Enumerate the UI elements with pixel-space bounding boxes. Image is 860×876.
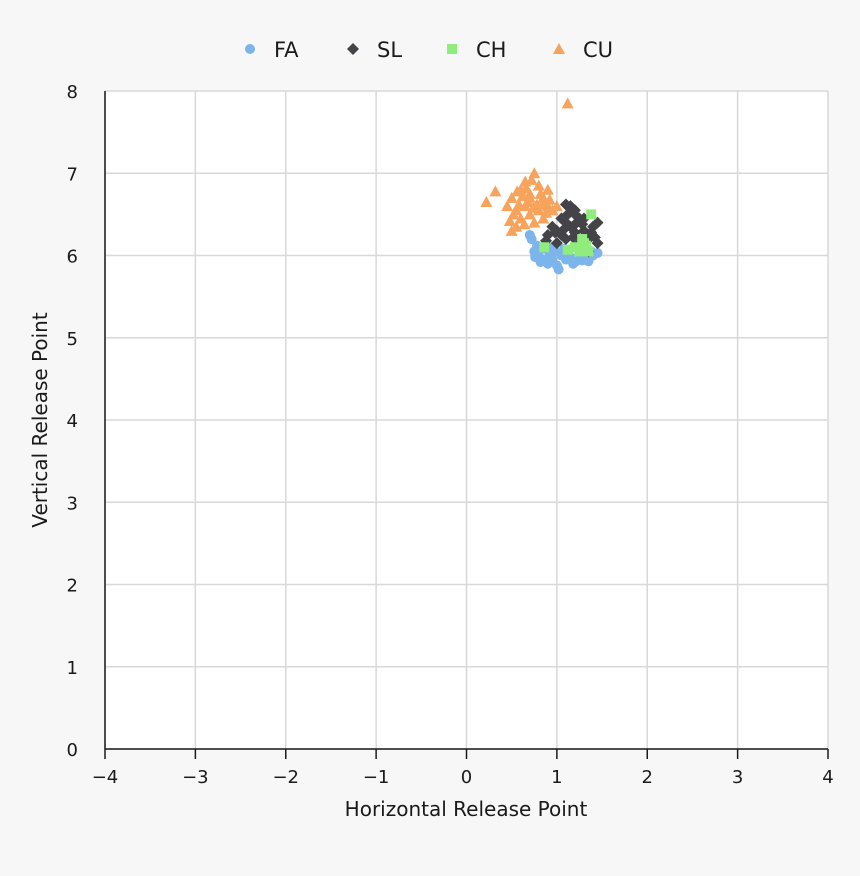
x-tick-label: −4 — [92, 767, 119, 788]
data-points — [480, 97, 604, 275]
data-point-fa — [530, 252, 541, 263]
data-point-fa — [553, 264, 564, 275]
data-point-sl — [561, 208, 574, 221]
x-tick-label: 1 — [551, 767, 562, 788]
y-tick-label: 3 — [67, 493, 78, 514]
data-point-sl — [588, 231, 601, 244]
data-point-ch — [574, 246, 585, 257]
series-cu — [480, 97, 574, 236]
data-point-sl — [570, 216, 583, 229]
legend-symbol-sl — [347, 43, 359, 55]
x-tick-label: 4 — [822, 767, 833, 788]
data-point-cu — [527, 201, 540, 213]
legend[interactable]: FA SL CH CU — [245, 38, 613, 62]
x-axis-title: Horizontal Release Point — [345, 797, 588, 821]
data-point-cu — [561, 97, 574, 109]
legend-item-cu[interactable]: CU — [553, 38, 613, 62]
data-point-cu — [534, 187, 547, 199]
data-point-cu — [543, 193, 556, 205]
data-point-cu — [523, 191, 536, 203]
data-point-sl — [567, 231, 580, 244]
data-point-ch — [580, 240, 591, 251]
y-tick-label: 4 — [67, 411, 78, 432]
data-point-cu — [480, 196, 493, 208]
y-tick-label: 1 — [67, 658, 78, 679]
legend-symbol-ch — [447, 44, 457, 54]
data-point-sl — [549, 226, 562, 239]
legend-label-sl: SL — [377, 38, 402, 62]
legend-label-fa: FA — [274, 38, 299, 62]
x-tick-label: 3 — [732, 767, 743, 788]
y-tick-label: 0 — [67, 740, 78, 761]
data-point-sl — [558, 223, 571, 236]
data-point-sl — [559, 198, 572, 211]
data-point-fa — [577, 255, 588, 266]
y-tick-label: 6 — [67, 247, 78, 268]
x-tick-label: 2 — [642, 767, 653, 788]
data-point-cu — [505, 224, 518, 236]
grid — [104, 90, 829, 750]
legend-item-fa[interactable]: FA — [245, 38, 299, 62]
x-tick-label: −3 — [182, 767, 209, 788]
data-point-cu — [489, 185, 502, 197]
data-point-cu — [541, 183, 554, 195]
data-point-cu — [550, 200, 563, 212]
data-point-cu — [505, 191, 518, 203]
data-point-cu — [540, 206, 553, 218]
data-point-cu — [523, 208, 536, 220]
y-tick-label: 7 — [67, 164, 78, 185]
data-point-cu — [520, 182, 533, 194]
x-tick-label: 0 — [461, 767, 472, 788]
data-point-cu — [536, 198, 549, 210]
data-point-cu — [511, 185, 524, 197]
data-point-cu — [503, 214, 516, 226]
data-point-cu — [537, 212, 550, 224]
data-point-cu — [528, 216, 541, 228]
data-point-fa — [568, 258, 579, 269]
data-point-cu — [532, 179, 545, 191]
y-axis-title: Vertical Release Point — [28, 312, 52, 528]
legend-label-cu: CU — [583, 38, 613, 62]
legend-label-ch: CH — [476, 38, 506, 62]
data-point-fa — [524, 229, 535, 240]
data-point-ch — [577, 234, 588, 245]
data-point-cu — [525, 173, 538, 185]
legend-item-sl[interactable]: SL — [347, 38, 402, 62]
data-point-cu — [512, 198, 525, 210]
data-point-sl — [550, 237, 563, 250]
x-tick-label: −2 — [272, 767, 299, 788]
data-point-ch — [583, 246, 594, 257]
y-tick-label: 8 — [67, 82, 78, 103]
legend-item-ch[interactable]: CH — [447, 38, 506, 62]
x-tick-label: −1 — [363, 767, 390, 788]
data-point-ch — [586, 209, 597, 220]
y-tick-label: 2 — [67, 576, 78, 597]
data-point-cu — [518, 218, 531, 230]
data-point-ch — [539, 242, 550, 253]
y-tick-label: 5 — [67, 329, 78, 350]
data-point-sl — [591, 216, 604, 229]
series-ch — [539, 209, 597, 257]
data-point-ch — [562, 244, 573, 255]
legend-symbol-fa — [245, 44, 255, 54]
data-point-cu — [501, 200, 514, 212]
axes: −4 −3 −2 −1 0 1 2 3 4 0 1 2 3 4 5 6 7 8 — [67, 82, 834, 788]
legend-symbol-cu — [553, 43, 565, 54]
